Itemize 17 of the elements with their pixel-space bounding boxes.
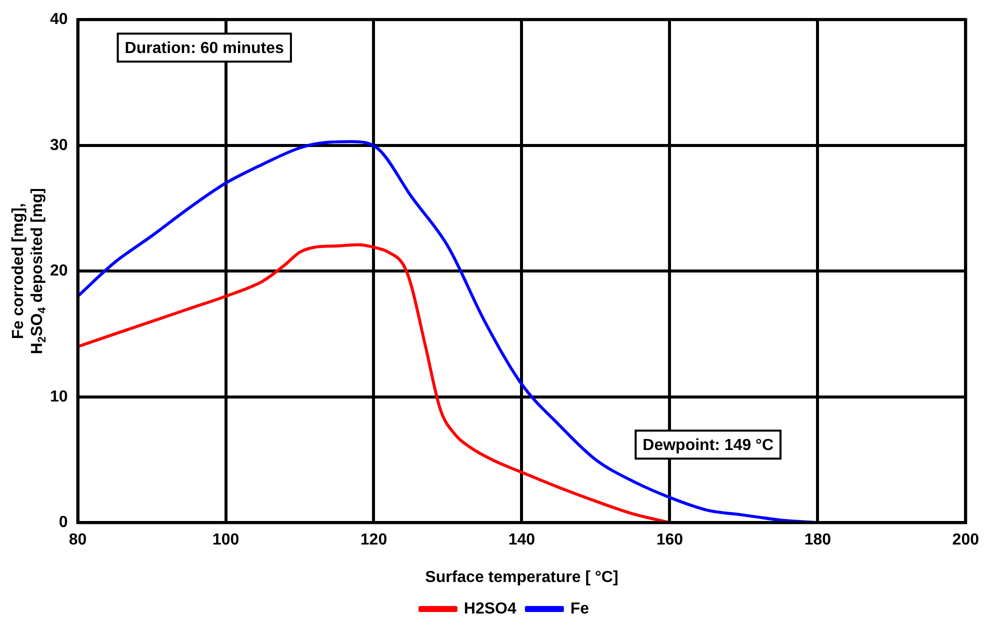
x-tick-label: 100 (212, 532, 240, 549)
y-tick-label: 40 (50, 11, 68, 28)
x-tick-label: 120 (360, 532, 388, 549)
legend-label: Fe (570, 600, 590, 618)
x-axis-title: Surface temperature [ °C] (425, 568, 618, 586)
x-tick-label: 80 (68, 532, 87, 549)
x-tick-label: 160 (656, 532, 684, 549)
legend-label: H2SO4 (464, 600, 516, 618)
y-tick-label: 20 (50, 262, 68, 280)
x-tick-label: 140 (508, 532, 536, 549)
y-tick-label: 30 (50, 136, 68, 154)
annotation: Duration: 60 minutes (124, 40, 284, 58)
y-tick-label: 0 (58, 514, 68, 532)
x-tick-label: 200 (952, 532, 980, 549)
x-tick-label: 180 (804, 532, 832, 549)
annotation: Dewpoint: 149 °C (642, 437, 774, 454)
y-tick-label: 10 (50, 388, 68, 406)
